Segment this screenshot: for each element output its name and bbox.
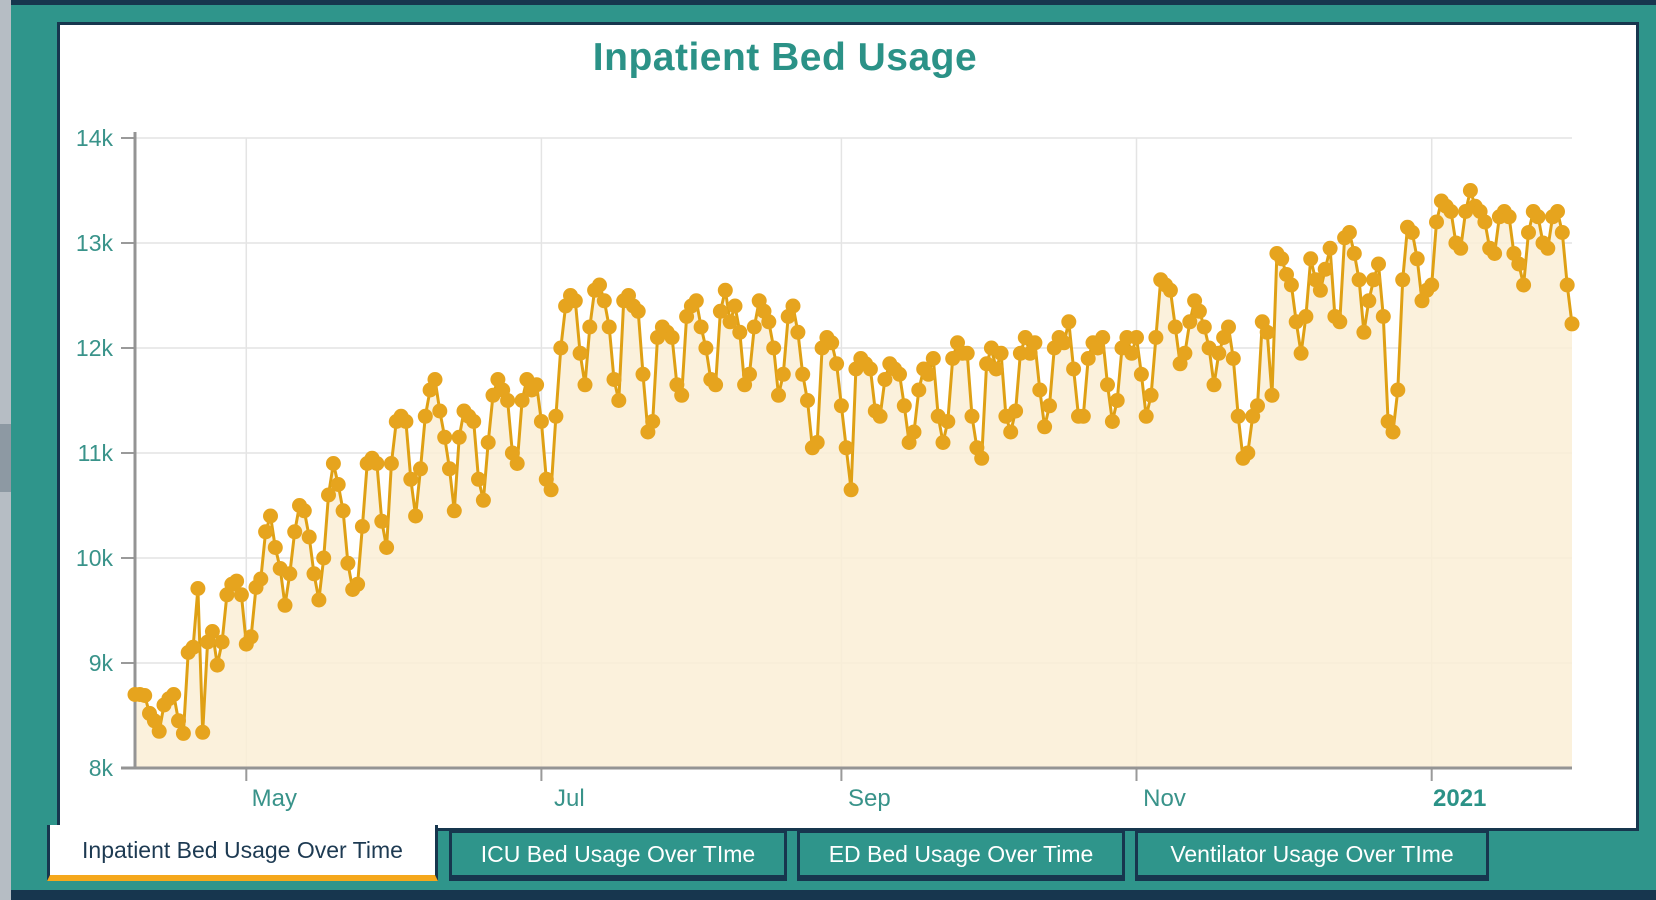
axis-labels: 14k 13k 12k 11k 10k 9k 8k May Jul Sep No… bbox=[76, 125, 1486, 812]
y-axis-label: 10k bbox=[76, 545, 114, 571]
x-axis-label: Jul bbox=[554, 785, 585, 812]
y-axis-label: 8k bbox=[89, 755, 114, 781]
page-title: Inpatient Bed Usage bbox=[592, 36, 978, 79]
x-axis-label-year: 2021 bbox=[1433, 785, 1486, 812]
y-axis-label: 14k bbox=[76, 125, 114, 151]
tab-label: ICU Bed Usage Over TIme bbox=[480, 840, 756, 867]
x-axis-label: Nov bbox=[1143, 785, 1186, 812]
tab-ed-bed-usage[interactable]: ED Bed Usage Over Time bbox=[797, 830, 1125, 881]
chart-plot-area[interactable] bbox=[121, 132, 1580, 781]
scrollbar-thumb[interactable] bbox=[0, 424, 11, 492]
tab-ventilator-usage[interactable]: Ventilator Usage Over TIme bbox=[1135, 830, 1489, 881]
background-scrollbar bbox=[0, 0, 11, 900]
y-axis-label: 11k bbox=[78, 440, 114, 466]
tab-icu-bed-usage[interactable]: ICU Bed Usage Over TIme bbox=[449, 830, 787, 881]
tab-label: Ventilator Usage Over TIme bbox=[1170, 840, 1454, 867]
window-top-border bbox=[11, 0, 1656, 5]
tab-label: ED Bed Usage Over Time bbox=[828, 840, 1094, 867]
y-axis-label: 13k bbox=[76, 230, 114, 256]
x-axis-label: Sep bbox=[848, 785, 891, 812]
window-bottom-bar bbox=[11, 890, 1656, 900]
tab-label: Inpatient Bed Usage Over Time bbox=[82, 836, 403, 863]
y-axis-label: 9k bbox=[89, 650, 114, 676]
tab-inpatient-bed-usage[interactable]: Inpatient Bed Usage Over Time bbox=[47, 825, 438, 881]
y-axis-label: 12k bbox=[76, 335, 114, 361]
x-axis-label: May bbox=[252, 785, 297, 812]
